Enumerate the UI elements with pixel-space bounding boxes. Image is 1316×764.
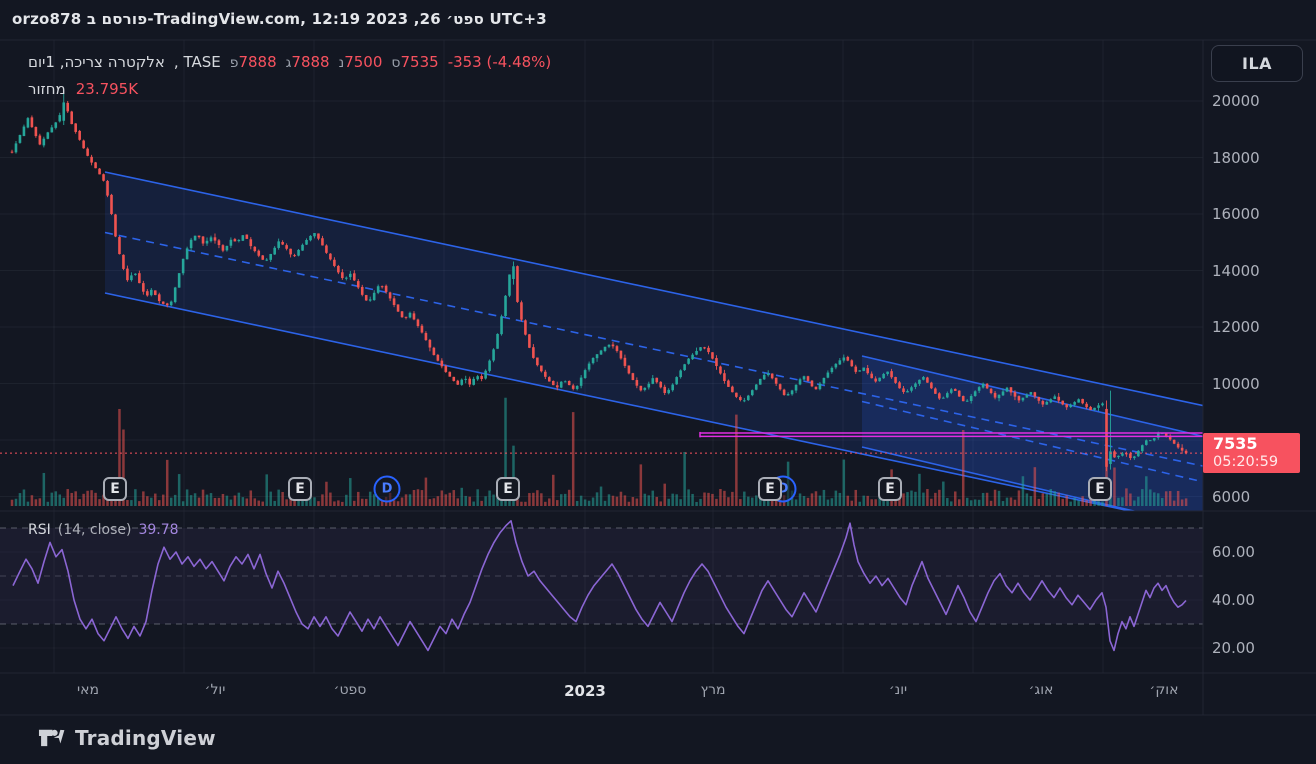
rsi-title: RSI: [28, 522, 51, 538]
price-tick-label: 6000: [1212, 487, 1251, 506]
volume-legend[interactable]: מחזור 23.795K: [28, 80, 138, 98]
rsi-tick-label: 20.00: [1212, 639, 1255, 657]
symbol-name[interactable]: אלקטרה צריכה, 1יום: [28, 53, 165, 71]
rsi-pane: [0, 519, 1203, 652]
tradingview-logo-icon: [38, 729, 65, 747]
open-value: פ 7888: [229, 53, 277, 71]
close-label: ס: [391, 55, 401, 71]
low-label: נ: [338, 55, 345, 71]
price-tick-label: 14000: [1212, 261, 1260, 280]
exchange-name: , TASE: [173, 53, 221, 71]
rsi-tick-label: 40.00: [1212, 591, 1255, 609]
time-tick-label[interactable]: מאי: [77, 682, 99, 698]
earnings-badge[interactable]: E: [878, 477, 902, 501]
time-tick-label[interactable]: אוג׳: [1028, 682, 1054, 698]
volume-value: 23.795K: [75, 80, 139, 98]
earnings-badge[interactable]: E: [758, 477, 782, 501]
price-tick-label: 16000: [1212, 205, 1260, 223]
volume-label: מחזור: [28, 80, 66, 98]
last-price: 7535: [1213, 434, 1258, 454]
session-countdown: 05:20:59: [1213, 454, 1279, 471]
open-label: פ: [229, 55, 239, 71]
earnings-badge[interactable]: E: [1088, 477, 1112, 501]
last-price-flag: 7535 05:20:59: [1203, 433, 1300, 474]
rsi-params: (14, close): [57, 522, 132, 538]
low-value: נ 7500: [338, 53, 383, 71]
time-tick-label[interactable]: יול׳: [204, 682, 226, 698]
earnings-badge[interactable]: E: [496, 477, 520, 501]
attribution-text: orzo878 פורסם ב-TradingView.com, 12:19 2…: [12, 10, 547, 28]
rsi-value: 39.78: [138, 522, 179, 538]
high-label: ג: [285, 55, 292, 71]
earnings-badge[interactable]: E: [103, 477, 127, 501]
price-tick-label: 18000: [1212, 148, 1260, 167]
rsi-legend[interactable]: RSI (14, close) 39.78: [28, 522, 179, 538]
earnings-badge[interactable]: E: [288, 477, 312, 501]
watermark-text: TradingView: [75, 725, 216, 750]
pane-borders: [0, 39, 1316, 716]
candles: [10, 93, 1188, 472]
change-value: -353 (-4.48%): [447, 53, 552, 71]
time-tick-label[interactable]: יונ׳: [888, 682, 908, 698]
price-tick-label: 12000: [1212, 318, 1260, 336]
dividend-badge[interactable]: D: [373, 475, 401, 503]
time-tick-label[interactable]: 2023: [564, 682, 606, 700]
close-value: ס 7535: [391, 53, 439, 71]
high-value: ג 7888: [285, 53, 330, 71]
tradingview-watermark[interactable]: TradingView: [38, 724, 216, 751]
time-tick-label[interactable]: אוק׳: [1149, 682, 1179, 698]
horizontal-lines[interactable]: [0, 431, 1203, 454]
price-tick-label: 20000: [1212, 92, 1260, 110]
time-tick-label[interactable]: מרץ: [700, 682, 726, 698]
ticker-badge[interactable]: ILA: [1211, 45, 1303, 82]
trend-channels[interactable]: [104, 171, 1210, 529]
rsi-tick-label: 60.00: [1212, 543, 1255, 561]
volume-bars: [10, 397, 1188, 506]
price-tick-label: 10000: [1212, 374, 1260, 393]
time-tick-label[interactable]: ספט׳: [333, 682, 367, 698]
